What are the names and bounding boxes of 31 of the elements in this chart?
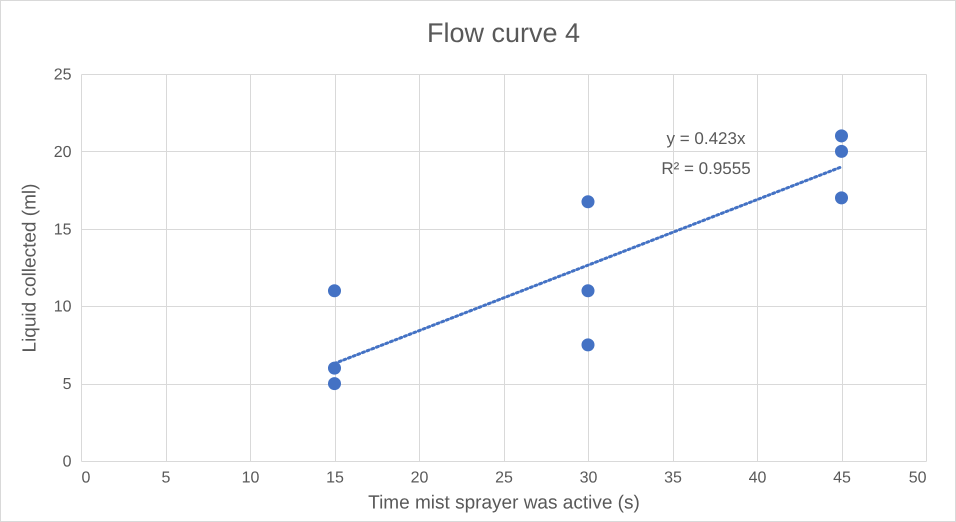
y-tick-label: 20 — [54, 144, 72, 161]
y-tick-label: 5 — [62, 376, 72, 394]
point — [328, 377, 342, 390]
point — [581, 195, 595, 208]
x-tick-label: 20 — [410, 470, 428, 486]
x-tick-label: 10 — [242, 470, 260, 486]
point — [328, 362, 342, 375]
x-tick-label: 40 — [748, 470, 766, 486]
x-tick-label: 35 — [664, 470, 682, 486]
point — [834, 129, 848, 142]
x-axis-title: Time mist sprayer was active (s) — [368, 492, 640, 514]
x-tick-label: 5 — [162, 470, 171, 486]
point — [328, 284, 342, 298]
annotation: y = 0.423x — [666, 129, 746, 148]
y-axis-title: Liquid collected (ml) — [20, 184, 41, 352]
annotation: R² = 0.9555 — [661, 159, 751, 178]
x-tick-label: 15 — [326, 470, 344, 486]
point — [834, 144, 848, 158]
point — [581, 284, 595, 298]
y-tick-label: 25 — [54, 66, 72, 84]
x-tick-label: 50 — [908, 470, 927, 486]
x-tick-label: 0 — [82, 470, 90, 486]
point — [834, 191, 848, 204]
x-tick-label: 25 — [495, 470, 513, 486]
y-tick-label: 10 — [54, 298, 72, 316]
point — [581, 338, 595, 352]
x-tick-label: 45 — [833, 470, 851, 486]
chart-title: Flow curve 4 — [426, 18, 580, 48]
y-tick-label: 0 — [62, 454, 72, 470]
x-tick-label: 30 — [580, 470, 598, 486]
y-tick-label: 15 — [54, 221, 72, 238]
